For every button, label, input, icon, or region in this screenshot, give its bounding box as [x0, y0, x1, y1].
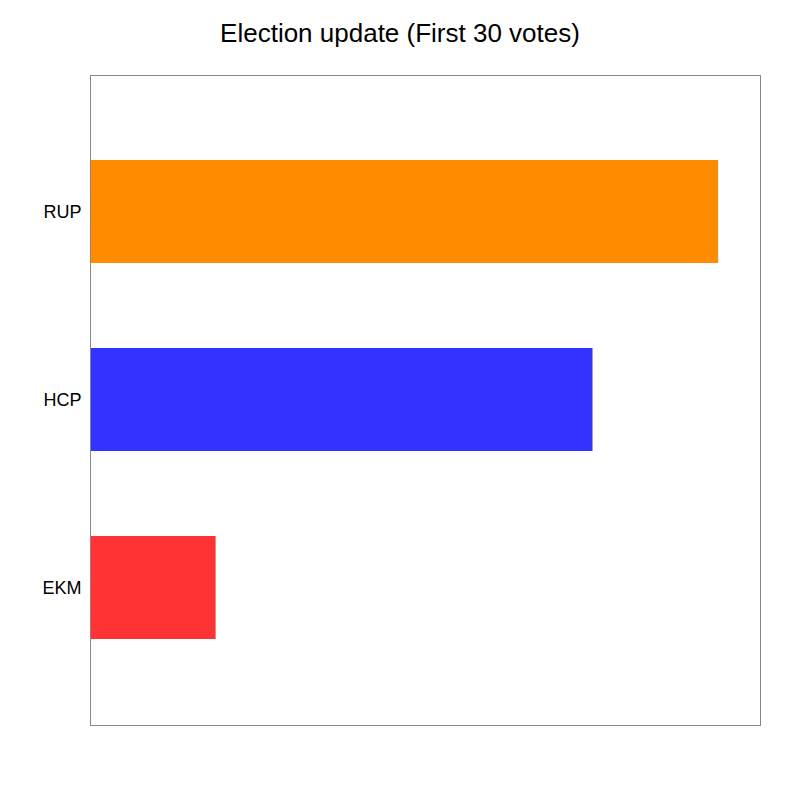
svg-text:EKM: EKM — [42, 578, 81, 598]
svg-text:RUP: RUP — [43, 202, 81, 222]
html-text:Election update (First 30 vote: Election update (First 30 votes) — [220, 18, 580, 48]
svg-text:HCP: HCP — [43, 390, 81, 410]
